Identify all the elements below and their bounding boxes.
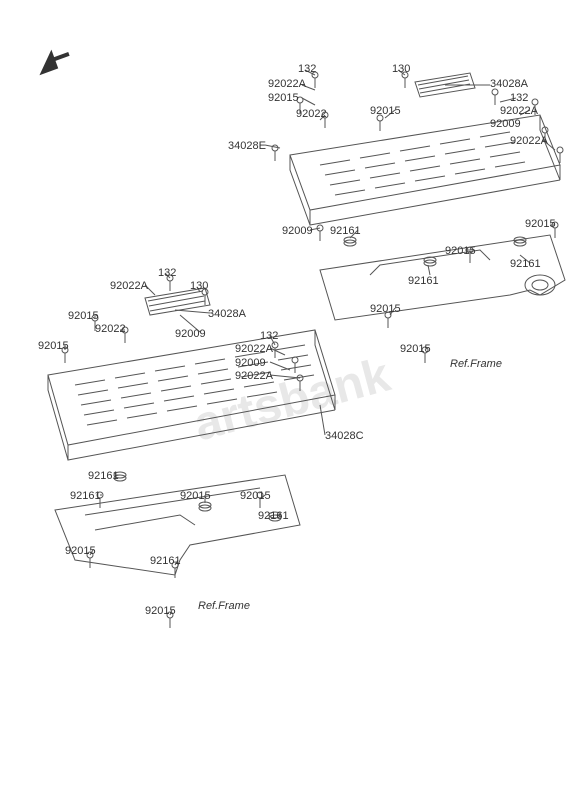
part-label-92015_i: 92015 — [180, 490, 211, 502]
part-label-92015_b: 92015 — [370, 105, 401, 117]
part-label-92022A_d: 92022A — [110, 280, 148, 292]
part-label-92022A_f: 92022A — [235, 370, 273, 382]
part-label-92009_c: 92009 — [175, 328, 206, 340]
part-label-132_b: 132 — [510, 92, 528, 104]
part-label-34028A_a: 34028A — [490, 78, 528, 90]
part-label-92161_b: 92161 — [510, 258, 541, 270]
part-label-92009_d: 92009 — [235, 357, 266, 369]
part-label-92161_d: 92161 — [88, 470, 119, 482]
part-label-34028E: 34028E — [228, 140, 266, 152]
part-label-92161_e: 92161 — [70, 490, 101, 502]
part-label-92015_e: 92015 — [370, 303, 401, 315]
part-label-92022_a: 92022 — [296, 108, 327, 120]
part-label-92015_a: 92015 — [268, 92, 299, 104]
part-label-92015_j: 92015 — [240, 490, 271, 502]
part-label-92022_b: 92022 — [95, 323, 126, 335]
part-label-34028A_b: 34028A — [208, 308, 246, 320]
part-label-92022A_a: 92022A — [268, 78, 306, 90]
part-label-92015_c: 92015 — [525, 218, 556, 230]
part-label-92161_a: 92161 — [330, 225, 361, 237]
navigation-arrow-icon — [30, 40, 80, 85]
part-label-92015_d: 92015 — [445, 245, 476, 257]
part-label-92161_g: 92161 — [150, 555, 181, 567]
part-label-92009_a: 92009 — [490, 118, 521, 130]
part-label-92022A_e: 92022A — [235, 343, 273, 355]
part-label-132_d: 132 — [260, 330, 278, 342]
part-label-92015_g: 92015 — [38, 340, 69, 352]
part-label-92161_c: 92161 — [408, 275, 439, 287]
part-label-34028C: 34028C — [325, 430, 364, 442]
part-label-132_a: 132 — [298, 63, 316, 75]
ref-frame-label-0: Ref.Frame — [450, 358, 502, 370]
part-label-92015_l: 92015 — [145, 605, 176, 617]
part-label-132_c: 132 — [158, 267, 176, 279]
part-label-92161_f: 92161 — [258, 510, 289, 522]
part-label-92022A_c: 92022A — [510, 135, 548, 147]
part-label-92015_k: 92015 — [65, 545, 96, 557]
part-label-130_a: 130 — [392, 63, 410, 75]
ref-frame-label-1: Ref.Frame — [198, 600, 250, 612]
part-label-130_b: 130 — [190, 280, 208, 292]
part-label-92022A_b: 92022A — [500, 105, 538, 117]
part-label-92009_b: 92009 — [282, 225, 313, 237]
part-label-92015_f: 92015 — [68, 310, 99, 322]
part-label-92015_h: 92015 — [400, 343, 431, 355]
